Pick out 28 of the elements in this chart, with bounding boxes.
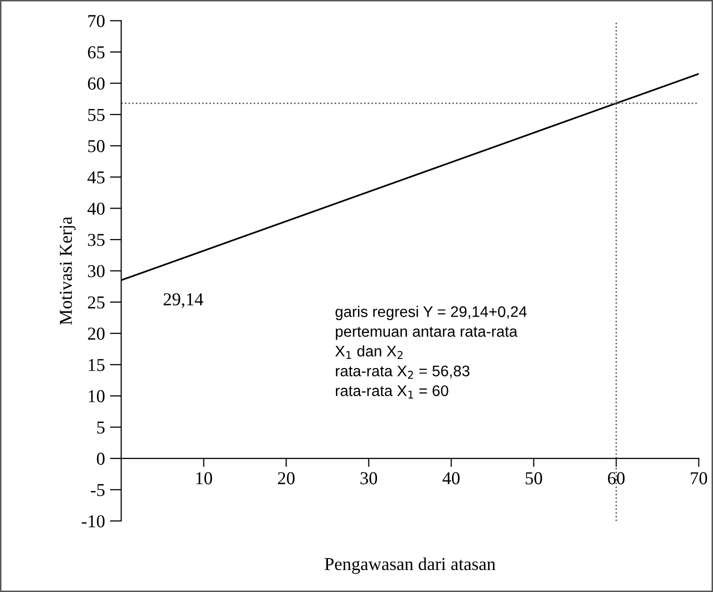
x-tick-label: 40 <box>442 472 460 484</box>
x-tick-label: 50 <box>526 472 542 484</box>
y-tick-label: 30 <box>88 265 105 278</box>
y-axis-title: Motivasi Kerja <box>60 216 76 325</box>
annotation: 29,14 <box>164 293 204 308</box>
y-tick-label: 55 <box>88 108 105 121</box>
y-tick-label: 50 <box>88 140 105 152</box>
y-tick-label: 20 <box>88 328 105 340</box>
y-tick-label: 0 <box>96 452 105 465</box>
y-tick-label: 5 <box>97 422 105 434</box>
x-tick-label: 70 <box>690 472 708 484</box>
y-tick-label: 60 <box>88 78 105 90</box>
text: garis regresi Y = 29,14+0,24 pertemuan antara rata-rata X$_{1}$ dan X$_{2}$ rata-rata X$_{2}$ = 56,83 rata-rata X$_{1}$ = 60 <box>335 306 527 399</box>
y-tick-label: 35 <box>88 234 105 246</box>
y-tick-label: 70 <box>88 14 105 28</box>
y-tick-label: 40 <box>88 202 105 215</box>
x-tick-label: 30 <box>360 472 378 484</box>
x-tick-label: 10 <box>196 472 212 484</box>
y-tick-label: 15 <box>88 358 105 372</box>
x-tick-label: 20 <box>278 472 295 484</box>
x-tick-label: 60 <box>608 472 625 484</box>
y-tick-label: -5 <box>90 484 105 496</box>
y-tick-label: -10 <box>82 515 105 528</box>
y-tick-label: 65 <box>88 46 105 58</box>
x-axis-title: Pengawasan dari atasan <box>324 557 496 574</box>
y-tick-label: 45 <box>88 171 105 184</box>
y-tick-label: 25 <box>88 296 105 309</box>
y-tick-label: 10 <box>88 390 105 402</box>
